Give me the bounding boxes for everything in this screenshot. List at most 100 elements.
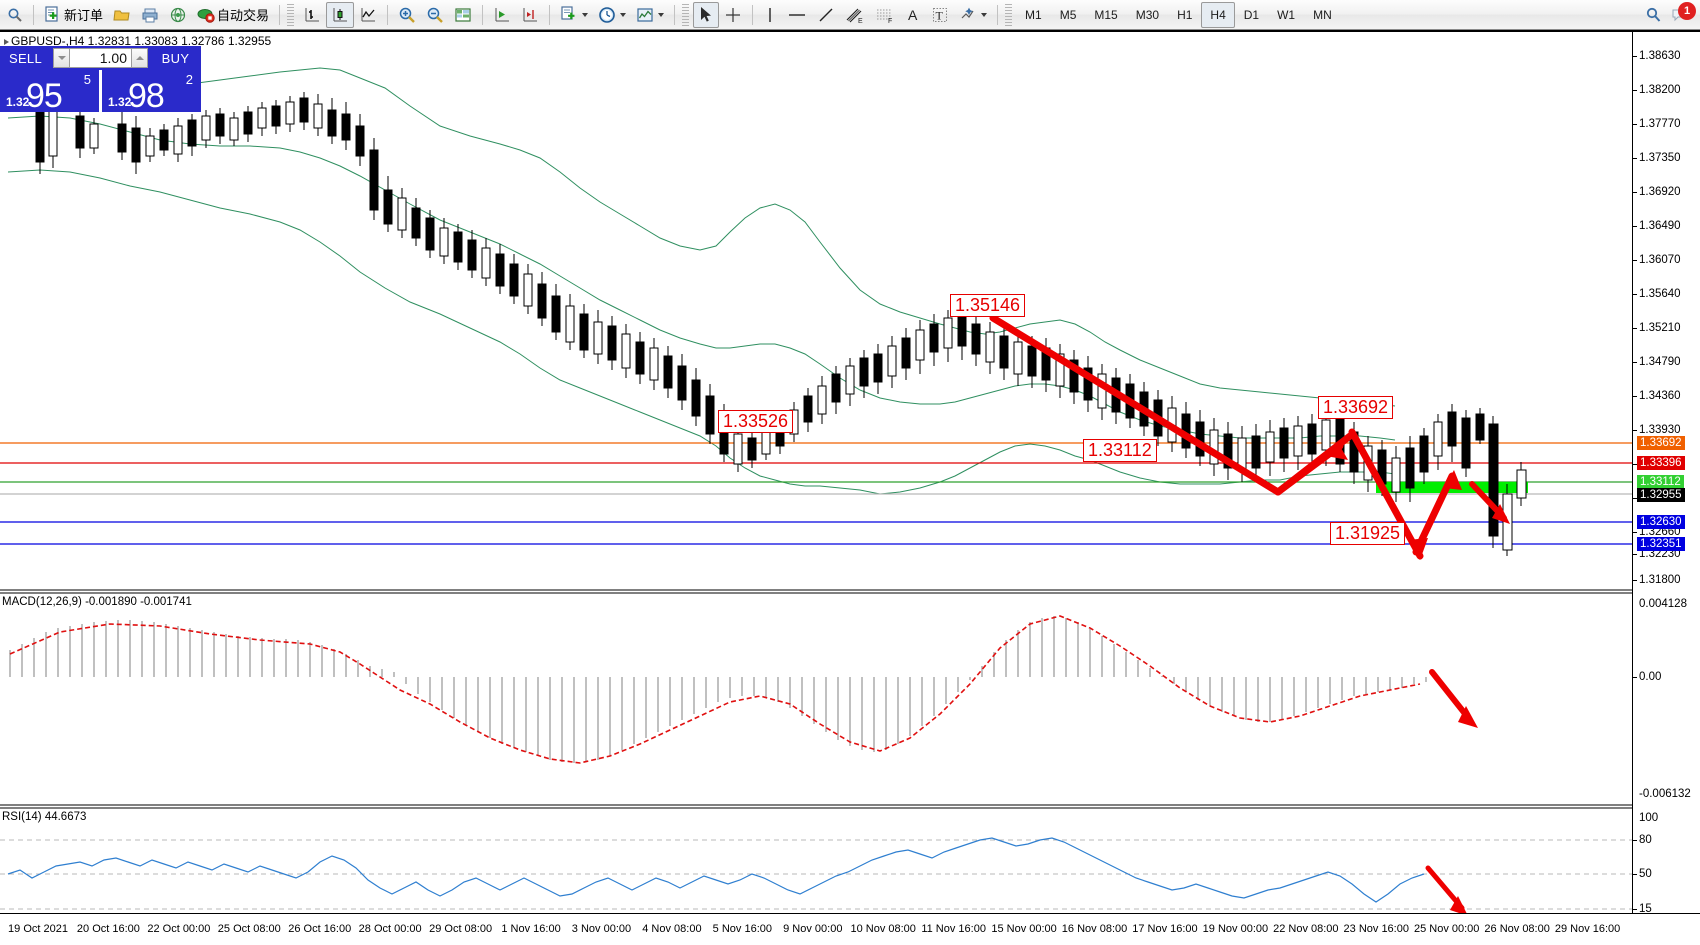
date-tick-11: 5 Nov 16:00	[712, 923, 773, 935]
auto-trading-button[interactable]: 自动交易	[192, 2, 274, 28]
date-tick-20: 23 Nov 16:00	[1343, 923, 1409, 935]
annotation-1-31925[interactable]: 1.31925	[1330, 522, 1406, 545]
zoom-out-icon[interactable]	[421, 2, 449, 28]
date-tick-7: 29 Oct 08:00	[429, 923, 493, 935]
text-label-icon[interactable]: T	[926, 2, 954, 28]
period-icon[interactable]	[593, 2, 631, 28]
zoom-in-icon[interactable]	[393, 2, 421, 28]
annotation-1-33112[interactable]: 1.33112	[1083, 439, 1157, 462]
trendline-icon[interactable]	[812, 2, 840, 28]
trend-arrow-head-1	[1326, 446, 1348, 460]
volume-control[interactable]: 1.00	[51, 46, 150, 70]
new-order-button[interactable]: 新订单	[39, 2, 108, 28]
price-level-red: 1.33396	[1637, 456, 1685, 470]
toolbar-grip-charts[interactable]	[287, 3, 295, 26]
volume-decrement-button[interactable]	[53, 48, 70, 68]
chart-svg	[0, 53, 1632, 915]
buy-price-big: 98	[128, 77, 165, 115]
timeframe-d1[interactable]: D1	[1243, 7, 1260, 22]
bar-chart-icon[interactable]	[298, 2, 326, 28]
buy-button[interactable]: BUY	[150, 46, 201, 70]
line-chart-icon[interactable]	[354, 2, 382, 28]
fibonacci-icon[interactable]: F	[870, 2, 900, 28]
shift-end-icon[interactable]	[516, 2, 544, 28]
sell-button[interactable]: SELL	[0, 46, 51, 70]
text-icon[interactable]: A	[900, 2, 926, 28]
printer-icon[interactable]	[136, 2, 164, 28]
price-tick-11: 1.34360	[1639, 390, 1681, 402]
cursor-icon[interactable]	[693, 1, 720, 28]
rsi-line	[7, 837, 1425, 903]
date-tick-1: 19 Oct 2021	[8, 923, 68, 935]
folder-icon[interactable]	[108, 2, 136, 28]
price-tick-9: 1.35210	[1639, 322, 1681, 334]
templates-icon[interactable]	[631, 2, 669, 28]
vertical-line-icon[interactable]	[758, 2, 782, 28]
candlestick-series	[35, 88, 1527, 556]
timeframe-m30[interactable]: M30	[1135, 7, 1160, 22]
sell-price-sup: 5	[83, 72, 91, 87]
price-tick-2: 1.38200	[1639, 84, 1681, 96]
toolbar-grip-tools[interactable]	[682, 3, 690, 26]
horizontal-line-icon[interactable]	[782, 2, 812, 28]
toolbar-grip-timeframes[interactable]	[1005, 3, 1013, 26]
annotation-1-33692[interactable]: 1.33692	[1318, 396, 1394, 419]
templates-caret-icon[interactable]	[658, 12, 665, 17]
notification-icon[interactable]: 1	[1668, 1, 1700, 28]
notification-badge: 1	[1678, 1, 1696, 20]
candlestick-chart-icon[interactable]	[326, 1, 355, 28]
main-toolbar: 新订单 自动交易	[0, 0, 1700, 30]
toolbar-divider-7	[752, 4, 754, 25]
objects-icon[interactable]	[954, 2, 992, 28]
price-level-current: 1.32955	[1637, 488, 1685, 502]
indicators-icon[interactable]	[555, 2, 593, 28]
price-axis[interactable]: 1.38630 1.38200 1.37770 1.37350 1.36920 …	[1632, 32, 1700, 935]
price-tick-3: 1.37770	[1639, 118, 1681, 130]
rsi-indicator-label: RSI(14) 44.6673	[2, 811, 87, 823]
date-tick-17: 17 Nov 16:00	[1132, 923, 1198, 935]
price-tick-5: 1.36920	[1639, 186, 1681, 198]
indicators-caret-icon[interactable]	[582, 12, 589, 17]
globe-icon[interactable]	[164, 2, 192, 28]
chart-title: GBPUSD-,H4 1.32831 1.33083 1.32786 1.329…	[4, 34, 271, 48]
annotation-1-35146[interactable]: 1.35146	[950, 294, 1026, 317]
search-icon[interactable]	[1640, 2, 1668, 28]
timeframe-m1[interactable]: M1	[1025, 7, 1042, 22]
timeframe-h4[interactable]: H4	[1201, 1, 1235, 28]
timeframe-h1[interactable]: H1	[1177, 7, 1193, 22]
date-tick-16: 16 Nov 08:00	[1061, 923, 1128, 935]
recovery-arrow-up	[1412, 472, 1456, 556]
date-tick-10: 4 Nov 08:00	[642, 923, 702, 935]
data-window-icon[interactable]	[449, 2, 477, 28]
toolbar-divider-3	[387, 4, 389, 25]
objects-caret-icon[interactable]	[981, 12, 988, 17]
timeframe-m5[interactable]: M5	[1059, 7, 1077, 22]
volume-input[interactable]: 1.00	[70, 48, 131, 68]
sell-price-display[interactable]: 1.32 95 5	[0, 70, 99, 115]
time-axis[interactable]: 19 Oct 2021 20 Oct 16:00 22 Oct 00:00 25…	[0, 913, 1700, 945]
equidistant-channel-icon[interactable]: E	[840, 2, 870, 28]
sell-price-big: 95	[26, 77, 63, 115]
period-caret-icon[interactable]	[620, 12, 627, 17]
trend-arrow-down	[989, 314, 1344, 496]
crosshair-icon[interactable]	[719, 2, 747, 28]
collapse-arrow-icon[interactable]	[4, 38, 9, 45]
buy-price-display[interactable]: 1.32 98 2	[102, 70, 201, 115]
timeframe-mn[interactable]: MN	[1313, 7, 1332, 22]
date-tick-8: 1 Nov 16:00	[501, 923, 561, 935]
macd-signal-line	[9, 615, 1421, 764]
macd-tick-min: -0.006132	[1639, 788, 1691, 800]
date-tick-6: 28 Oct 00:00	[358, 923, 422, 935]
triangle-up-icon	[135, 56, 144, 60]
annotation-1-33526[interactable]: 1.33526	[718, 410, 794, 433]
bollinger-lower-band	[7, 169, 1396, 495]
volume-increment-button[interactable]	[131, 48, 148, 68]
one-click-trading-panel[interactable]: SELL 1.00 BUY 1.32 95 5 1.32 98 2	[0, 46, 201, 115]
chart-plot-area[interactable]: 1.35146 1.33526 1.33112 1.33692 1.31925	[0, 32, 1632, 915]
timeframe-m15[interactable]: M15	[1094, 7, 1118, 22]
search-glass-icon[interactable]	[2, 2, 28, 28]
date-tick-9: 3 Nov 00:00	[571, 923, 632, 935]
timeframe-w1[interactable]: W1	[1277, 7, 1296, 22]
chart-window[interactable]: GBPUSD-,H4 1.32831 1.33083 1.32786 1.329…	[0, 30, 1700, 945]
scroll-end-icon[interactable]	[488, 2, 516, 28]
